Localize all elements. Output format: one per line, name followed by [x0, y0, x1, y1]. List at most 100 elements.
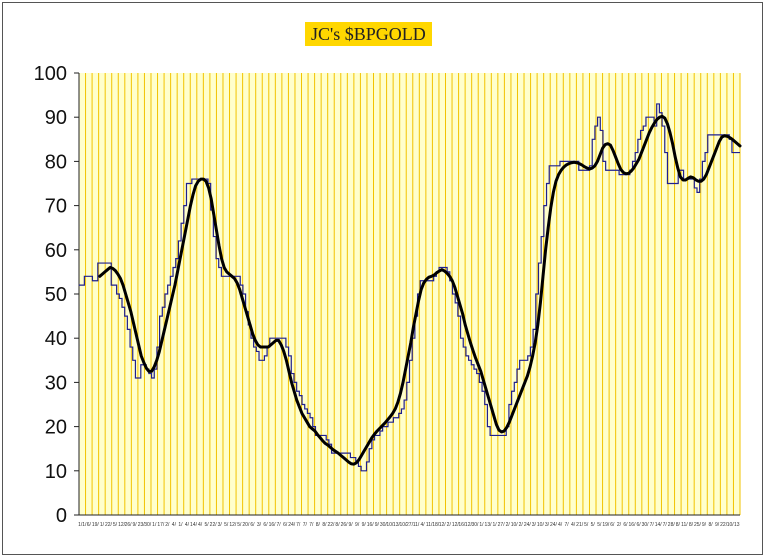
x-tick-label: 6/	[636, 522, 641, 528]
x-tick-label: 25/	[694, 522, 702, 528]
chart-title-text: JC's $BPGOLD	[311, 23, 426, 44]
x-tick-label: 8/	[708, 522, 713, 528]
x-tick-label: 19/	[602, 522, 610, 528]
x-tick-label: 3/	[545, 522, 550, 528]
x-tick-label: 8/	[316, 522, 321, 528]
x-tick-label: 2/	[165, 522, 170, 528]
x-tick-label: 22/	[720, 522, 728, 528]
y-tick-label: 0	[56, 505, 67, 527]
y-tick-label: 80	[45, 151, 67, 173]
x-tick-label: 1/	[479, 522, 484, 528]
x-tick-label: 5/	[591, 522, 596, 528]
plot-background	[79, 73, 740, 515]
x-tick-label: 16/	[458, 522, 466, 528]
x-tick-label: 5/	[597, 522, 602, 528]
x-tick-label: 8/	[689, 522, 694, 528]
x-tick-label: 10/	[399, 522, 407, 528]
x-tick-label: 30/	[380, 522, 388, 528]
x-tick-label: 17/	[157, 522, 165, 528]
x-tick-label: 6/	[250, 522, 255, 528]
y-axis-tick-labels: 0 10 20 30 40 50 60 70 80 90 100	[34, 63, 79, 527]
x-tick-label: 5/	[205, 522, 210, 528]
x-tick-label: 30/	[144, 522, 152, 528]
x-tick-label: 4/	[198, 522, 203, 528]
series-line-raw	[79, 103, 740, 472]
x-tick-label: 9/	[349, 522, 354, 528]
x-tick-label: 27/	[406, 522, 414, 528]
x-tick-label: 12/	[465, 522, 473, 528]
x-tick-label: 7/	[296, 522, 301, 528]
x-tick-label: 1/	[492, 522, 497, 528]
x-tick-label: 24/	[524, 522, 532, 528]
x-tick-label: 13/	[393, 522, 401, 528]
x-tick-label: 7/	[277, 522, 282, 528]
x-tick-label: 7/	[650, 522, 655, 528]
x-tick-label: 12/	[118, 522, 126, 528]
x-tick-label: 1/	[100, 522, 105, 528]
x-tick-label: 4/	[558, 522, 563, 528]
x-tick-label: 24/	[550, 522, 558, 528]
plot-area	[79, 73, 740, 515]
x-tick-label: 5/	[113, 522, 118, 528]
x-tick-label: 13	[734, 522, 740, 528]
x-tick-label: 4/	[571, 522, 576, 528]
x-tick-label: 2/	[447, 522, 452, 528]
chart-title: JC's $BPGOLD	[305, 22, 432, 46]
x-tick-label: 6/	[610, 522, 615, 528]
x-tick-label: 10/	[386, 522, 394, 528]
x-tick-label: 22/	[327, 522, 335, 528]
x-tick-label: 4/	[172, 522, 177, 528]
x-tick-label: 19/	[92, 522, 100, 528]
y-tick-label: 30	[45, 372, 67, 394]
series	[79, 103, 742, 472]
x-tick-label: 20/	[242, 522, 250, 528]
y-tick-label: 20	[45, 417, 67, 439]
x-tick-label: 11/	[426, 522, 433, 528]
x-tick-label: 3/	[218, 522, 223, 528]
x-tick-label: 8/	[335, 522, 340, 528]
x-tick-label: 6/	[87, 522, 92, 528]
x-tick-label: 26/	[341, 522, 349, 528]
x-tick-label: 1/	[152, 522, 157, 528]
x-tick-label: 21/	[576, 522, 584, 528]
x-tick-label: 16/	[629, 522, 637, 528]
x-tick-label: 30/	[642, 522, 650, 528]
x-tick-label: 9/	[355, 522, 360, 528]
x-tick-label: 4/	[421, 522, 426, 528]
x-tick-label: 9/	[715, 522, 720, 528]
x-tick-label: 11/	[413, 522, 420, 528]
y-tick-label: 70	[45, 196, 67, 218]
x-tick-label: 6/	[263, 522, 268, 528]
x-tick-label: 2/	[506, 522, 511, 528]
x-tick-label: 10/	[511, 522, 519, 528]
x-tick-label: 8/	[322, 522, 327, 528]
x-tick-label: 18/	[432, 522, 440, 528]
y-tick-label: 100	[34, 63, 67, 85]
x-tick-label: 2/	[617, 522, 622, 528]
x-tick-label: 1/	[178, 522, 183, 528]
x-tick-label: 7/	[309, 522, 314, 528]
x-tick-label: 3/	[532, 522, 537, 528]
x-tick-label: 9/	[133, 522, 138, 528]
x-tick-label: 9/	[375, 522, 380, 528]
x-tick-label: 1/1/	[78, 522, 87, 528]
x-tick-label: 13/	[485, 522, 493, 528]
x-tick-label: 5/	[224, 522, 229, 528]
x-tick-label: 22/	[210, 522, 218, 528]
x-tick-label: 7/	[564, 522, 569, 528]
x-tick-label: 12/	[452, 522, 460, 528]
x-tick-label: 26/	[125, 522, 133, 528]
x-tick-label: 6/	[623, 522, 628, 528]
x-tick-label: 10/	[537, 522, 545, 528]
x-tick-label: 10/	[727, 522, 735, 528]
x-tick-label: 24/	[288, 522, 296, 528]
y-tick-label: 50	[45, 284, 67, 306]
x-tick-label: 9/	[362, 522, 367, 528]
x-tick-label: 30/	[471, 522, 479, 528]
x-axis-tick-labels: 1/1/6/19/1/22/5/12/26/9/23/30/1/17/2/4/1…	[78, 522, 740, 528]
x-tick-label: 3/	[257, 522, 262, 528]
x-tick-label: 27/	[498, 522, 506, 528]
y-tick-label: 90	[45, 107, 67, 129]
y-tick-label: 10	[45, 461, 67, 483]
series-line-smoothed	[98, 114, 742, 466]
